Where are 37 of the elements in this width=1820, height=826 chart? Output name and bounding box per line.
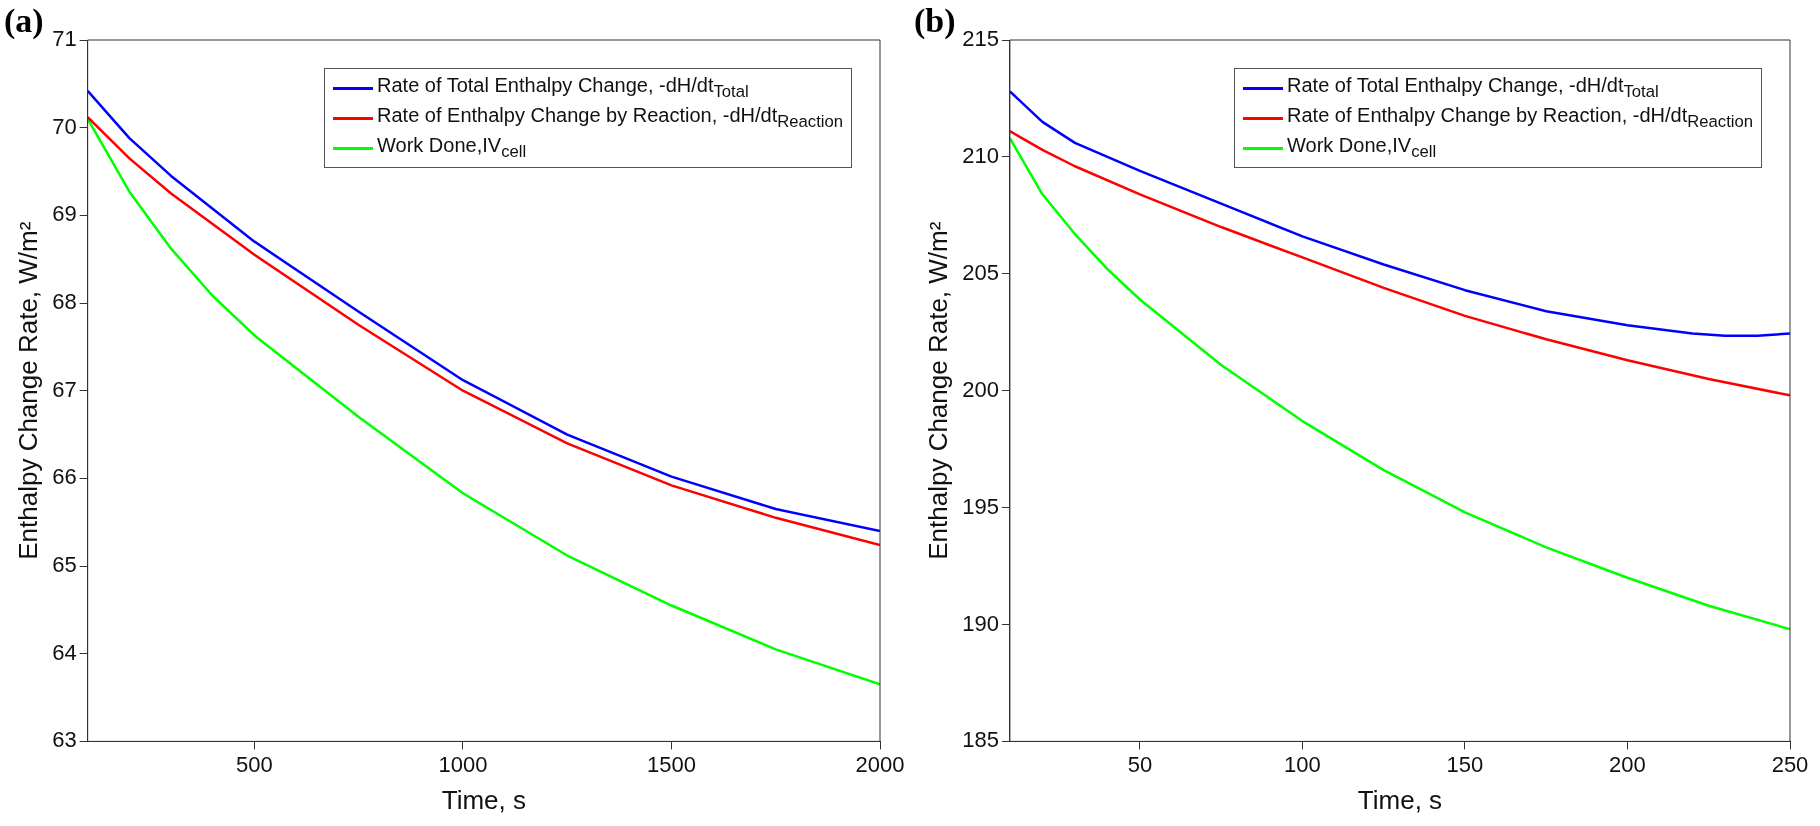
x-axis-title: Time, s — [1357, 784, 1443, 815]
x-tick-label: 50 — [1127, 751, 1153, 777]
y-tick-label: 70 — [52, 113, 77, 139]
y-tick-label: 210 — [962, 142, 999, 168]
y-tick-label: 63 — [52, 727, 77, 753]
x-tick-label: 1000 — [438, 751, 488, 777]
legend-label: Work Done,IV$_{cell}$ — [377, 134, 527, 162]
y-tick-label: 190 — [962, 610, 999, 636]
legend-label: Rate of Total Enthalpy Change, -dH/dt$_{Total}$ — [377, 74, 749, 102]
x-tick-label: 1500 — [647, 751, 696, 777]
x-tick-label: 150 — [1446, 751, 1484, 777]
y-tick-label: 65 — [52, 552, 77, 578]
y-tick-label: 205 — [962, 259, 999, 285]
y-tick-label: 64 — [52, 639, 77, 665]
legend-label: Work Done,IV$_{cell}$ — [1287, 134, 1437, 162]
x-axis-title: Time, s — [441, 784, 526, 815]
y-tick-label: 185 — [962, 727, 999, 753]
legend-label: Rate of Enthalpy Change by Reaction, -dH/dt$_{Reaction}$ — [1287, 104, 1753, 132]
y-tick-label: 68 — [52, 289, 77, 315]
chart-title: (b) — [914, 2, 956, 40]
y-tick-label: 71 — [52, 26, 77, 52]
legend-label: Rate of Enthalpy Change by Reaction, -dH/dt$_{Reaction}$ — [377, 104, 843, 132]
x-tick-label: 100 — [1284, 751, 1321, 777]
x-tick-label: 500 — [236, 751, 273, 777]
y-axis-title: Enthalpy Change Rate, W/m² — [922, 221, 953, 560]
legend-label: Rate of Total Enthalpy Change, -dH/dt$_{Total}$ — [1287, 74, 1659, 102]
y-tick-label: 195 — [962, 493, 999, 519]
y-tick-label: 215 — [962, 26, 999, 52]
y-tick-label: 66 — [52, 464, 77, 490]
y-tick-label: 200 — [962, 376, 999, 402]
y-tick-label: 67 — [52, 376, 77, 402]
x-tick-label: 250 — [1771, 751, 1809, 777]
y-axis-title: Enthalpy Change Rate, W/m² — [12, 221, 43, 560]
x-tick-label: 200 — [1609, 751, 1646, 777]
x-tick-label: 2000 — [855, 751, 905, 777]
chart-title: (a) — [4, 2, 44, 40]
y-tick-label: 69 — [52, 201, 77, 227]
